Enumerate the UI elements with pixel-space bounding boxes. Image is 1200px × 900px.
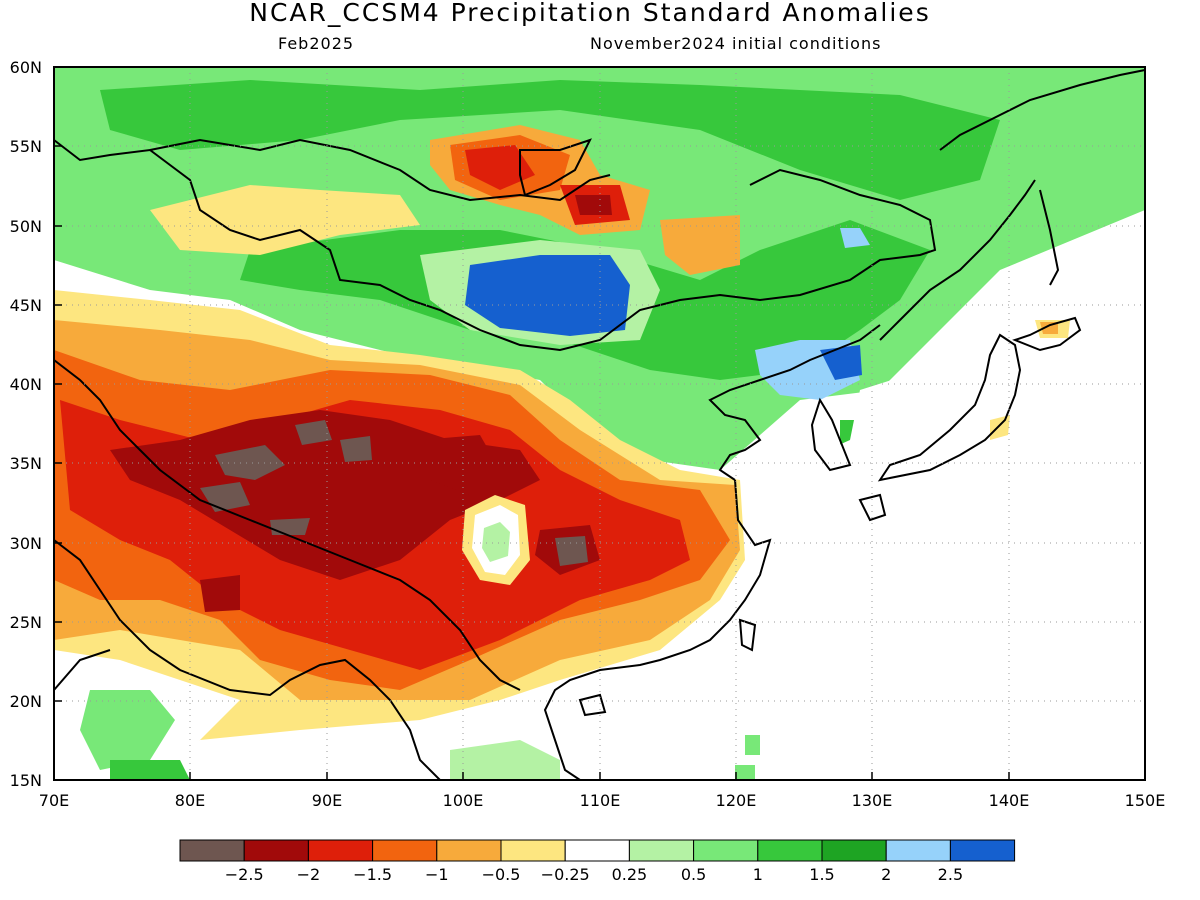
korea-wet [820,345,862,380]
legend-label: −1.5 [353,865,392,884]
initial-conditions: November2024 initial conditions [590,34,882,53]
legend-label: 0.5 [681,865,706,884]
coastlines [54,69,1145,780]
lon-label: 70E [39,791,69,810]
legend-swatch [821,839,887,862]
legend-label: −2 [297,865,321,884]
lat-label: 30N [10,534,42,553]
axis-ticks [53,66,1146,781]
forecast-month: Feb2025 [278,34,355,53]
lon-label: 80E [175,791,205,810]
legend-swatch [243,839,309,862]
legend-swatch [949,839,1016,862]
lon-label: 140E [989,791,1030,810]
map-title: NCAR_CCSM4 Precipitation Standard Anomal… [249,0,931,27]
lon-label: 90E [312,791,342,810]
lon-label: 100E [443,791,484,810]
lon-label: 110E [580,791,621,810]
lat-label: 15N [10,771,42,790]
legend-label: −0.25 [541,865,590,884]
legend-label: 1.5 [809,865,834,884]
mongolia-wet-core [465,255,630,336]
legend-swatch [564,839,630,862]
lat-label: 35N [10,454,42,473]
longitude-labels: 70E 80E 90E 100E 110E 120E 130E 140E 150… [39,791,1166,810]
legend-swatch [693,839,759,862]
lon-label: 150E [1125,791,1166,810]
anomaly-field [54,67,1145,780]
legend-label: 0.25 [612,865,648,884]
lon-label: 120E [716,791,757,810]
legend-swatch [500,839,566,862]
legend-label: −1 [425,865,449,884]
legend-swatch [757,839,823,862]
lat-label: 40N [10,375,42,394]
legend-label: −2.5 [225,865,264,884]
lat-label: 60N [10,58,42,77]
legend-label: 2.5 [938,865,963,884]
legend-swatch [179,839,245,862]
grid-lines [54,67,1145,780]
latitude-labels: 60N 55N 50N 45N 40N 35N 30N 25N 20N 15N [10,58,42,790]
legend-swatch [372,839,438,862]
legend-label: −0.5 [482,865,521,884]
legend-swatch [628,839,695,862]
lat-label: 55N [10,137,42,156]
legend-swatch [885,839,951,862]
legend-swatch [436,839,502,862]
lat-label: 25N [10,613,42,632]
legend-label: 1 [753,865,763,884]
lat-label: 45N [10,296,42,315]
lat-label: 20N [10,692,42,711]
lon-label: 130E [852,791,893,810]
legend-label: 2 [881,865,891,884]
color-legend: −2.5 −2 −1.5 −1 −0.5 −0.25 0.25 0.5 1 1.5 2 2.5 [179,839,1016,884]
lat-label: 50N [10,217,42,236]
legend-swatch [307,839,374,862]
